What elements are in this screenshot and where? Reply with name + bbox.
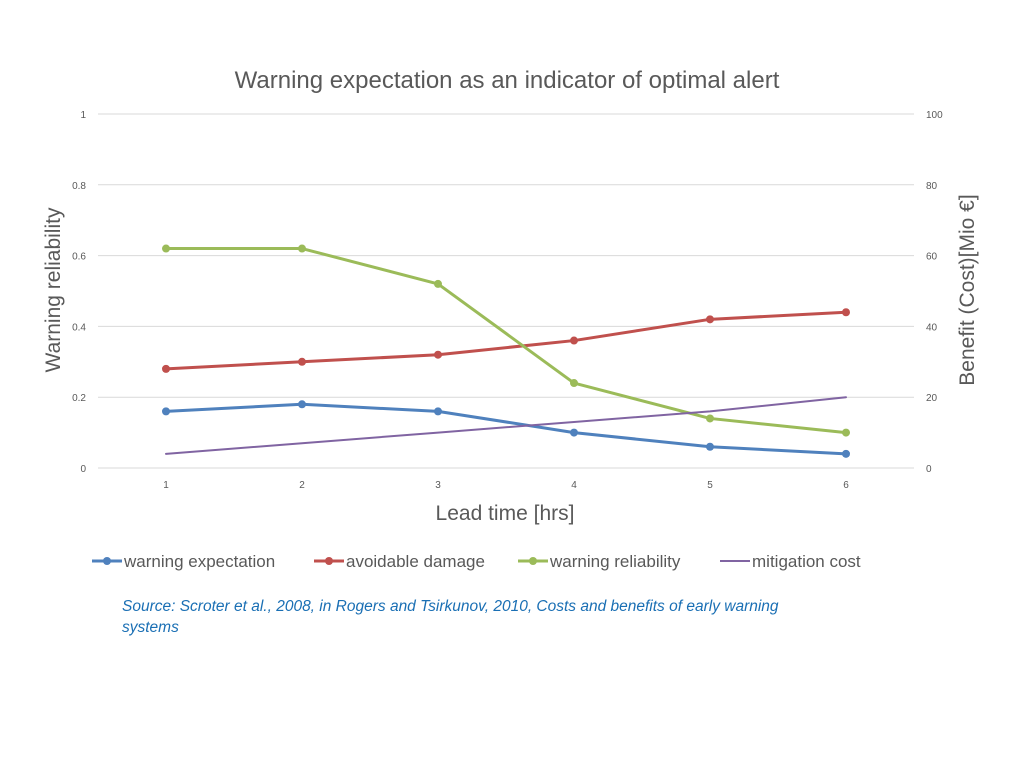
x-tick-label: 2 bbox=[299, 480, 305, 491]
data-point-warning-reliability bbox=[434, 279, 442, 288]
data-point-warning-reliability bbox=[162, 244, 170, 253]
series-line-warning-reliability bbox=[164, 247, 848, 435]
data-point-avoidable-damage bbox=[706, 315, 714, 324]
legend-label-avoidable-damage: avoidable damage bbox=[346, 552, 485, 571]
data-point-avoidable-damage bbox=[434, 350, 442, 359]
series-line-avoidable-damage bbox=[164, 310, 848, 371]
right-tick-label: 80 bbox=[926, 181, 938, 192]
data-point-avoidable-damage bbox=[162, 364, 170, 373]
data-point-avoidable-damage bbox=[842, 308, 850, 317]
legend-marker-avoidable-damage bbox=[325, 557, 333, 565]
data-point-warning-expectation bbox=[842, 449, 850, 458]
x-tick-label: 6 bbox=[843, 480, 849, 491]
data-point-warning-reliability bbox=[842, 428, 850, 437]
series-line-warning-expectation bbox=[164, 402, 848, 456]
chart-title: Warning expectation as an indicator of o… bbox=[235, 67, 780, 94]
right-axis-ticks: 0 20 40 60 80 100 bbox=[926, 110, 943, 475]
data-point-warning-reliability bbox=[706, 414, 714, 423]
right-axis-label: Benefit (Cost)[Mio €] bbox=[956, 194, 979, 385]
legend: warning expectation avoidable damage warni… bbox=[92, 552, 861, 571]
right-tick-label: 20 bbox=[926, 393, 938, 404]
legend-label-warning-reliability: warning reliability bbox=[549, 552, 681, 571]
legend-marker-warning-reliability bbox=[529, 557, 537, 565]
gridlines bbox=[98, 113, 914, 469]
x-tick-label: 4 bbox=[571, 480, 577, 491]
legend-label-mitigation-cost: mitigation cost bbox=[752, 552, 861, 571]
left-tick-label: 0.4 bbox=[72, 322, 86, 333]
x-tick-label: 5 bbox=[707, 480, 713, 491]
data-point-warning-expectation bbox=[298, 400, 306, 409]
data-point-avoidable-damage bbox=[570, 336, 578, 345]
x-axis-ticks: 1 2 3 4 5 6 bbox=[163, 480, 849, 491]
left-tick-label: 0 bbox=[80, 464, 86, 475]
x-tick-label: 1 bbox=[163, 480, 169, 491]
right-tick-label: 60 bbox=[926, 252, 938, 263]
x-axis-label: Lead time [hrs] bbox=[436, 502, 575, 525]
left-tick-label: 0.8 bbox=[72, 181, 86, 192]
data-point-warning-expectation bbox=[706, 442, 714, 451]
left-axis-ticks: 0 0.2 0.4 0.6 0.8 1 bbox=[72, 110, 86, 475]
legend-label-warning-expectation: warning expectation bbox=[123, 552, 275, 571]
data-point-warning-reliability bbox=[298, 244, 306, 253]
right-tick-label: 40 bbox=[926, 322, 938, 333]
data-point-warning-expectation bbox=[162, 407, 170, 416]
series-line-mitigation-cost bbox=[165, 396, 847, 455]
data-point-warning-expectation bbox=[570, 428, 578, 437]
right-tick-label: 0 bbox=[926, 464, 932, 475]
data-point-warning-reliability bbox=[570, 379, 578, 388]
left-tick-label: 1 bbox=[80, 110, 86, 121]
left-tick-label: 0.2 bbox=[72, 393, 86, 404]
series-lines bbox=[162, 244, 850, 458]
left-axis-label: Warning reliability bbox=[42, 207, 65, 372]
right-tick-label: 100 bbox=[926, 110, 943, 121]
source-note: Source: Scroter et al., 2008, in Rogers … bbox=[122, 598, 779, 636]
data-point-avoidable-damage bbox=[298, 357, 306, 366]
left-tick-label: 0.6 bbox=[72, 252, 86, 263]
legend-marker-warning-expectation bbox=[103, 557, 111, 565]
x-tick-label: 3 bbox=[435, 480, 441, 491]
data-point-warning-expectation bbox=[434, 407, 442, 416]
line-chart: Warning expectation as an indicator of o… bbox=[42, 67, 979, 571]
